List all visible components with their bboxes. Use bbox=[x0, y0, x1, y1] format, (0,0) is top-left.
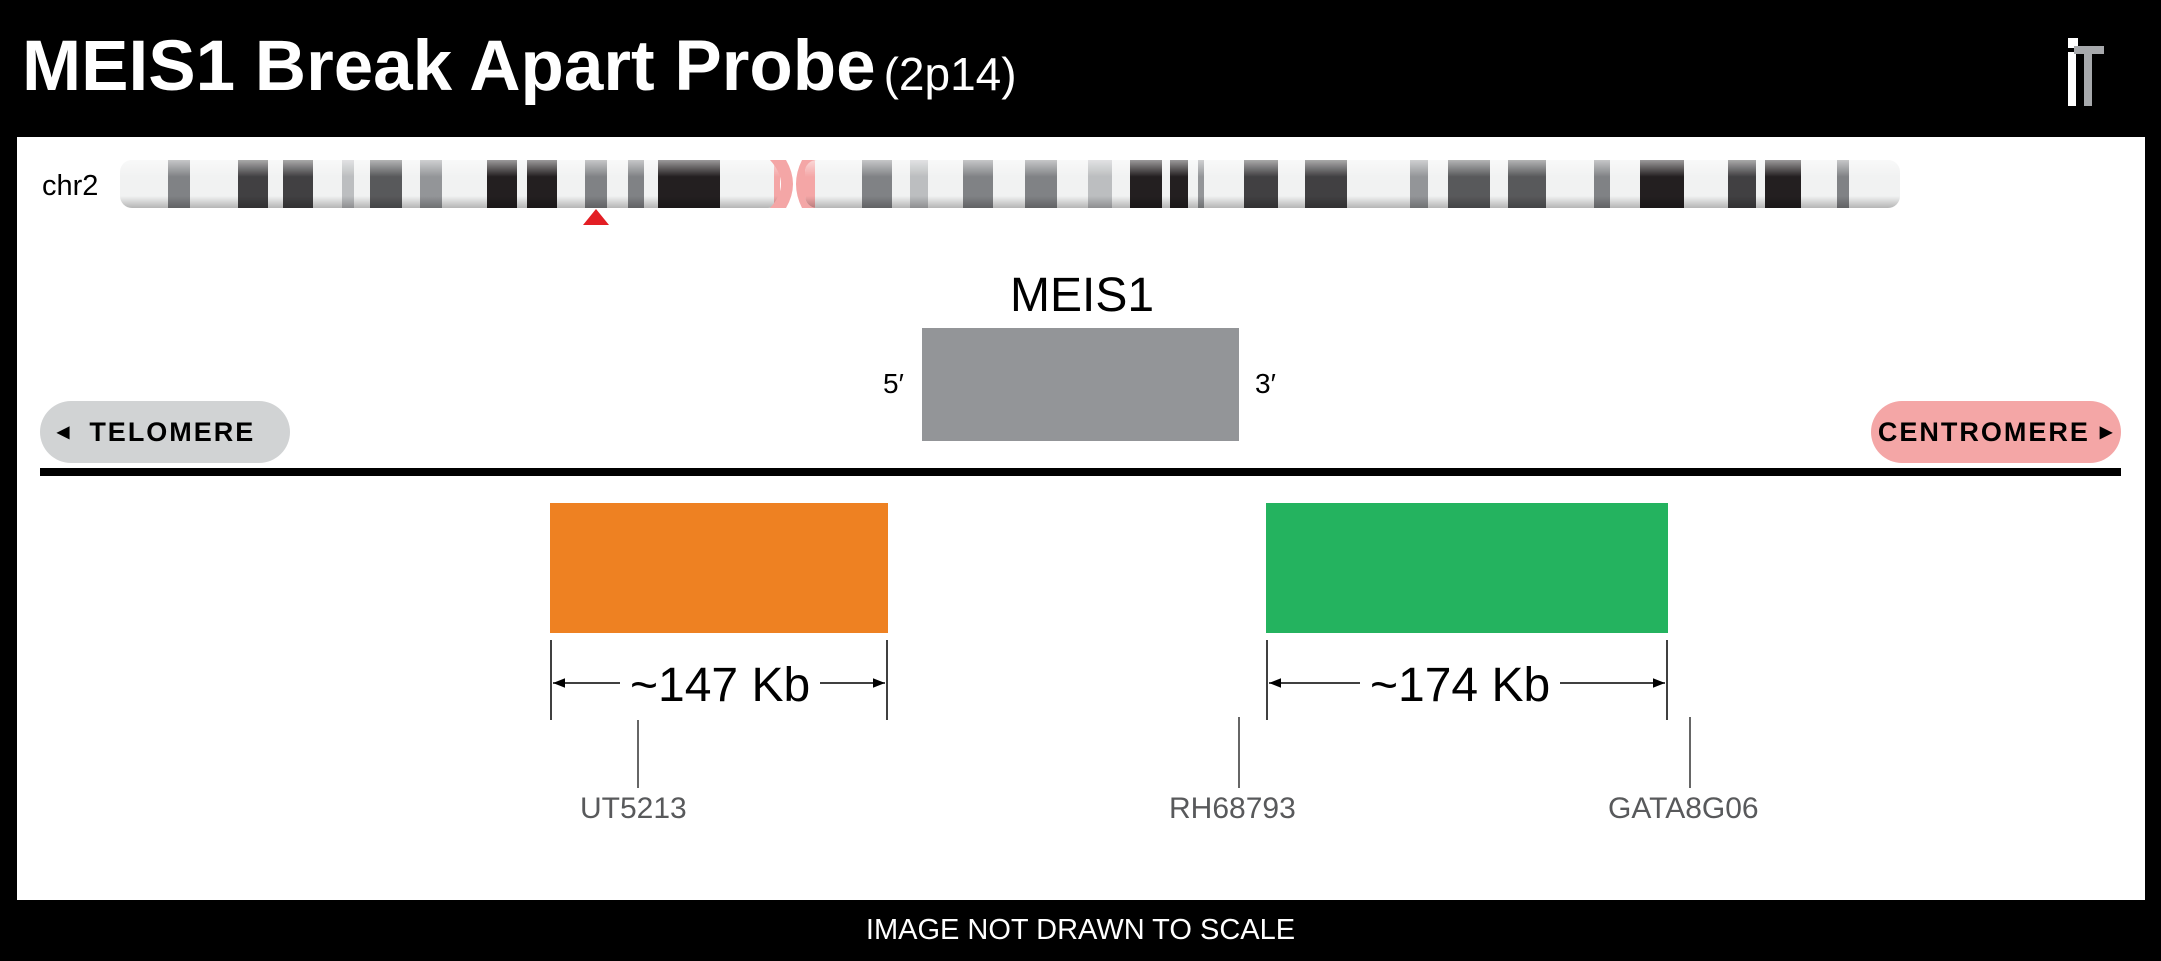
five-prime-label: 5′ bbox=[883, 368, 904, 399]
left-triangle-icon: ◀ bbox=[57, 424, 72, 441]
scale-disclaimer: IMAGE NOT DRAWN TO SCALE bbox=[0, 900, 2161, 961]
chromosome-q-arm bbox=[805, 160, 1900, 208]
green-probe-size: ~174 Kb bbox=[1360, 658, 1561, 713]
orange-probe bbox=[550, 503, 888, 633]
orange-probe-size: ~147 Kb bbox=[620, 658, 821, 713]
chromosome-location: (2p14) bbox=[883, 48, 1017, 100]
genomic-axis-line bbox=[40, 468, 2121, 476]
gene-box bbox=[922, 328, 1239, 441]
brand-logo bbox=[2068, 38, 2104, 106]
centromere-label: CENTROMERE bbox=[1877, 416, 2090, 447]
chromosome-label: chr2 bbox=[42, 170, 99, 202]
diagram-panel bbox=[17, 137, 2145, 900]
centromere-pill: CENTROMERE ▶ bbox=[1871, 401, 2121, 463]
band-location-marker bbox=[583, 209, 609, 225]
centromere-p bbox=[770, 160, 793, 208]
probe-title: MEIS1 Break Apart Probe bbox=[22, 27, 876, 106]
marker-label-3: GATA8G06 bbox=[1608, 792, 1759, 825]
three-prime-label: 3′ bbox=[1255, 368, 1276, 399]
telomere-pill: ◀ TELOMERE bbox=[40, 401, 290, 463]
chromosome-ideogram bbox=[120, 160, 1900, 208]
chromosome-p-arm bbox=[120, 160, 780, 208]
gene-name: MEIS1 bbox=[1010, 269, 1155, 322]
green-probe bbox=[1266, 503, 1668, 633]
marker-label-1: UT5213 bbox=[580, 792, 687, 825]
telomere-label: TELOMERE bbox=[89, 416, 256, 447]
page-title: MEIS1 Break Apart Probe (2p14) bbox=[22, 26, 1017, 107]
header-bar: MEIS1 Break Apart Probe (2p14) bbox=[0, 0, 2161, 137]
right-triangle-icon: ▶ bbox=[2099, 424, 2115, 441]
marker-label-2: RH68793 bbox=[1169, 792, 1296, 825]
